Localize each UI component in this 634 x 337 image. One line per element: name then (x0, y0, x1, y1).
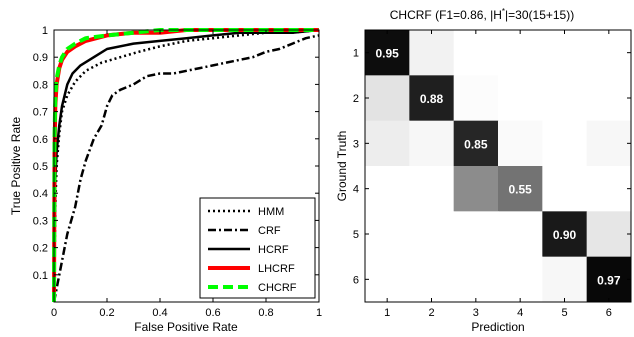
cm-cell (453, 166, 499, 212)
cm-cell (542, 256, 588, 303)
cm-axes-box (364, 29, 632, 303)
roc-x-tick-label: 0.4 (152, 307, 167, 319)
cm-cell (365, 75, 410, 122)
roc-y-tick-label: 1 (42, 25, 48, 37)
roc-y-tick-label: 0.1 (33, 270, 48, 282)
legend-label-hcrf: HCRF (258, 244, 289, 256)
cm-cells (365, 30, 632, 303)
cm-y-tick-label: 3 (353, 138, 359, 150)
roc-x-axis-label: False Positive Rate (134, 320, 238, 334)
cm-cell (586, 166, 632, 212)
legend-label-lhcrf: LHCRF (258, 263, 295, 275)
cm-cell (409, 30, 455, 76)
cm-cell (365, 166, 410, 212)
roc-y-tick-label: 0.7 (33, 107, 48, 119)
cm-x-tick-label: 2 (428, 307, 434, 319)
roc-y-tick-label: 0.2 (33, 243, 48, 255)
cm-x-tick-label: 1 (384, 307, 390, 319)
roc-x-ticks: 0 0.2 0.4 0.6 0.8 1 (51, 30, 322, 319)
cm-diagonal-label: 0.88 (420, 92, 444, 106)
cm-cell (586, 211, 632, 258)
roc-x-tick-label: 0 (51, 307, 57, 319)
roc-series-hmm (52, 28, 320, 303)
cm-cell (409, 256, 455, 303)
cm-y-tick-label: 4 (353, 184, 359, 196)
cm-x-axis-label: Prediction (471, 320, 524, 334)
cm-cell (453, 256, 499, 303)
roc-y-tick-label: 0.8 (33, 79, 48, 91)
cm-cell (409, 75, 455, 122)
cm-cell (542, 211, 588, 258)
cm-x-tick-label: 6 (606, 307, 612, 319)
cm-x-tick-label: 3 (473, 307, 479, 319)
roc-y-axis-label: True Positive Rate (9, 117, 23, 216)
roc-legend: HMM CRF HCRF LHCRF CHCRF (199, 197, 316, 299)
roc-series-hcrf (52, 28, 320, 303)
cm-cell (498, 75, 543, 122)
cm-cell (365, 211, 410, 258)
cm-value-labels: 0.95 0.88 0.85 0.55 0.90 0.97 (375, 47, 620, 288)
cm-cell (542, 75, 588, 122)
cm-cell (409, 166, 455, 212)
cm-cell (586, 30, 632, 76)
legend-label-crf: CRF (258, 225, 281, 237)
roc-x-tick-label: 0.6 (205, 307, 220, 319)
roc-x-tick-label: 0.2 (99, 307, 114, 319)
legend-label-hmm: HMM (258, 206, 284, 218)
cm-diagonal-label: 0.90 (553, 228, 577, 242)
cm-x-ticks: 1 2 3 4 5 6 (384, 30, 612, 319)
cm-x-tick-label: 4 (517, 307, 523, 319)
cm-cell (586, 256, 632, 303)
cm-cell (498, 30, 543, 76)
cm-cell (498, 166, 543, 212)
legend-label-chcrf: CHCRF (258, 282, 297, 294)
roc-x-tick-label: 1 (316, 307, 322, 319)
cm-x-tick-label: 5 (561, 307, 567, 319)
roc-y-tick-label: 0.9 (33, 52, 48, 64)
roc-x-tick-label: 0.8 (258, 307, 273, 319)
cm-y-ticks: 1 2 3 4 5 6 (353, 48, 631, 286)
roc-y-ticks: 0.1 0.2 0.3 0.4 0.5 0.6 0.7 0.8 0.9 1 (33, 25, 319, 282)
cm-cell (365, 120, 410, 167)
roc-chart: 0 0.2 0.4 0.6 0.8 1 0.10.20.30.40.50.60.70.80… (9, 25, 322, 334)
cm-diagonal-label: 0.97 (597, 273, 621, 287)
cm-y-axis-label: Ground Truth (335, 131, 349, 202)
cm-y-tick-label: 5 (353, 229, 359, 241)
roc-y-tick-label: 0.6 (33, 134, 48, 146)
roc-y-tick-label: 0.4 (33, 188, 48, 200)
cm-cell (453, 30, 499, 76)
cm-title: CHCRF (F1=0.86, |H*|=30(15+15)) (390, 7, 574, 22)
cm-diagonal-label: 0.95 (375, 47, 399, 61)
cm-diagonal-label: 0.55 (508, 183, 532, 197)
cm-cell (542, 30, 588, 76)
cm-cell (365, 256, 410, 303)
cm-cell (453, 75, 499, 122)
roc-series-crf (52, 34, 320, 303)
cm-cell (498, 120, 543, 167)
roc-y-tick-label: 0.3 (33, 215, 48, 227)
confusion-matrix-chart: CHCRF (F1=0.86, |H*|=30(15+15)) 0.95 0.88… (335, 7, 632, 334)
cm-cell (409, 211, 455, 258)
cm-cell (542, 120, 588, 167)
cm-cell (365, 30, 410, 76)
cm-cell (453, 120, 499, 167)
cm-cell (498, 256, 543, 303)
roc-y-tick-label: 0.5 (33, 161, 48, 173)
cm-cell (409, 120, 455, 167)
cm-cell (542, 166, 588, 212)
cm-y-tick-label: 6 (353, 274, 359, 286)
cm-cell (453, 211, 499, 258)
cm-y-tick-label: 2 (353, 93, 359, 105)
cm-diagonal-label: 0.85 (464, 137, 488, 151)
cm-cell (586, 120, 632, 167)
cm-cell (586, 75, 632, 122)
cm-y-tick-label: 1 (353, 48, 359, 60)
cm-cell (498, 211, 543, 258)
